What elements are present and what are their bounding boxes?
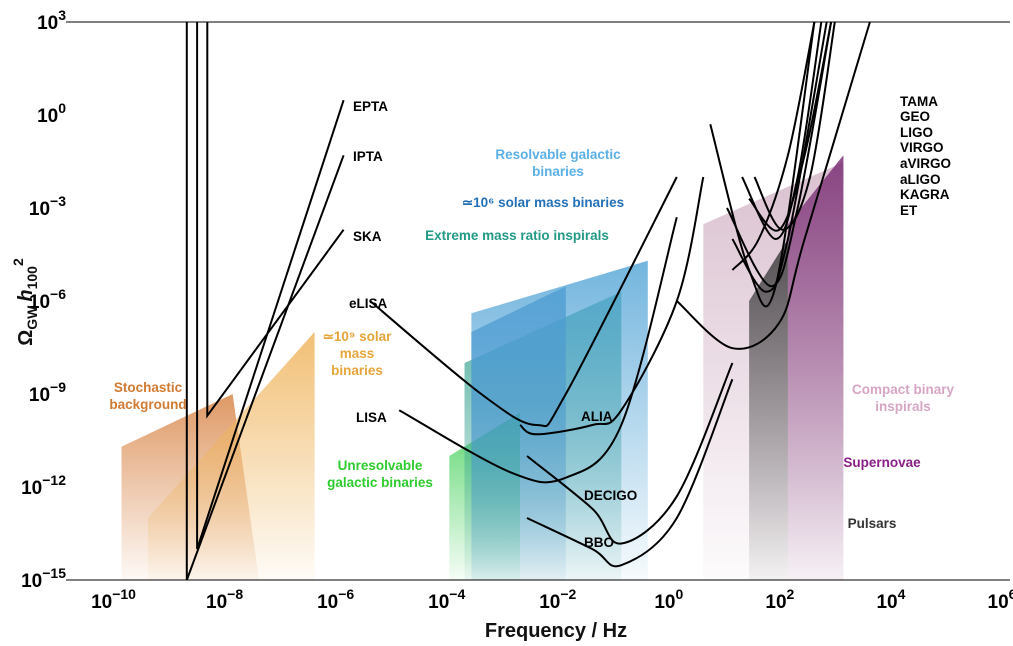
y-tick-label: 10−15 — [21, 565, 66, 592]
label-virgo: VIRGO — [900, 140, 944, 155]
region-label-compact-binary-inspirals: Compact binary — [852, 382, 955, 397]
y-axis-sup: 2 — [10, 258, 26, 266]
sensitivity-curves — [185, 21, 871, 581]
label-ligo: LIGO — [900, 125, 933, 140]
y-tick-label: 100 — [37, 100, 66, 127]
x-tick-label: 104 — [876, 586, 905, 613]
label-lisa: LISA — [356, 410, 387, 425]
curve-tama — [731, 21, 816, 271]
curve-lisa — [398, 217, 678, 484]
region-label-10-9-solar-mass-binaries: ≃10⁹ solar — [323, 329, 392, 344]
x-tick-label: 102 — [765, 586, 794, 613]
region-label-compact-binary-inspirals: inspirals — [875, 399, 931, 414]
region-label-pulsars: Pulsars — [848, 516, 897, 531]
curve-kagra — [709, 21, 816, 308]
curve-ipta — [185, 22, 345, 581]
region-label-10-9-solar-mass-binaries: binaries — [331, 363, 383, 378]
curve-epta — [196, 22, 345, 550]
region-label-supernovae: Supernovae — [843, 455, 921, 470]
label-decigo: DECIGO — [584, 488, 637, 503]
region-label-extreme-mass-ratio-inspirals: Extreme mass ratio inspirals — [425, 228, 609, 243]
plot-frame — [66, 21, 1010, 581]
region-10-9-solar-mass-binaries — [148, 332, 315, 580]
curve-bbo — [526, 378, 734, 568]
region-label-resolvable-galactic-binaries: binaries — [532, 164, 584, 179]
label-ipta: IPTA — [353, 149, 383, 164]
region-label-10-6-solar-mass-binaries: ≃10⁶ solar mass binaries — [462, 195, 624, 210]
x-tick-label: 10−8 — [206, 586, 243, 613]
label-tama: TAMA — [900, 94, 938, 109]
y-tick-label: 103 — [37, 7, 66, 34]
x-tick-label: 10−6 — [317, 586, 354, 613]
region-label-resolvable-galactic-binaries: Resolvable galactic — [495, 147, 621, 162]
label-bbo: BBO — [584, 535, 614, 550]
x-tick-label: 10−2 — [539, 586, 576, 613]
curve-et — [676, 21, 871, 350]
y-tick-label: 10−12 — [21, 472, 66, 499]
region-label-unresolvable-galactic-binaries: galactic binaries — [327, 475, 433, 490]
label-avirgo: aVIRGO — [900, 156, 951, 171]
label-aligo: aLIGO — [900, 172, 941, 187]
curve-aligo — [726, 21, 833, 288]
curve-ska — [206, 22, 345, 419]
region-label-unresolvable-galactic-binaries: Unresolvable — [338, 458, 423, 473]
y-axis-title: ΩGW h1002 — [10, 258, 40, 346]
curve-virgo — [753, 21, 836, 231]
y-axis-hsub: 100 — [24, 266, 40, 290]
y-axis-ticks: 10−15 10−12 10−9 10−6 10−3 100 103 — [21, 7, 66, 592]
y-tick-label: 10−9 — [29, 379, 66, 406]
x-tick-label: 10−4 — [428, 586, 465, 613]
label-geo: GEO — [900, 109, 930, 124]
region-label-stochastic-background: background — [109, 397, 186, 412]
source-regions — [121, 155, 844, 581]
region-supernovae — [787, 155, 844, 581]
region-resolvable-galactic-binaries — [471, 260, 648, 580]
label-ska: SKA — [353, 229, 382, 244]
x-axis-ticks: 10−10 10−8 10−6 10−4 10−2 100 102 104 106 — [91, 586, 1013, 613]
y-axis-h: h — [15, 289, 37, 301]
region-label-stochastic-background: Stochastic — [114, 380, 183, 395]
label-epta: EPTA — [353, 99, 388, 114]
y-tick-label: 10−6 — [29, 286, 66, 313]
label-elisa: eLISA — [349, 296, 388, 311]
y-tick-label: 10−3 — [29, 193, 66, 220]
curve-elisa — [369, 176, 678, 428]
label-kagra: KAGRA — [900, 187, 950, 202]
y-axis-sub: GW — [24, 305, 40, 330]
label-et: ET — [900, 203, 918, 218]
curve-alia — [519, 176, 705, 436]
y-axis-omega: Ω — [15, 330, 37, 346]
curve-decigo — [526, 362, 734, 545]
annotations: EPTA IPTA SKA eLISA LISA ALIA DECIGO BBO TAMAGEO… — [109, 94, 954, 550]
x-tick-label: 106 — [988, 586, 1013, 613]
region-label-10-9-solar-mass-binaries: mass — [340, 346, 375, 361]
label-alia: ALIA — [581, 409, 613, 424]
x-axis-title: Frequency / Hz — [485, 620, 627, 642]
x-tick-label: 100 — [654, 586, 683, 613]
x-tick-label: 10−10 — [91, 586, 136, 613]
